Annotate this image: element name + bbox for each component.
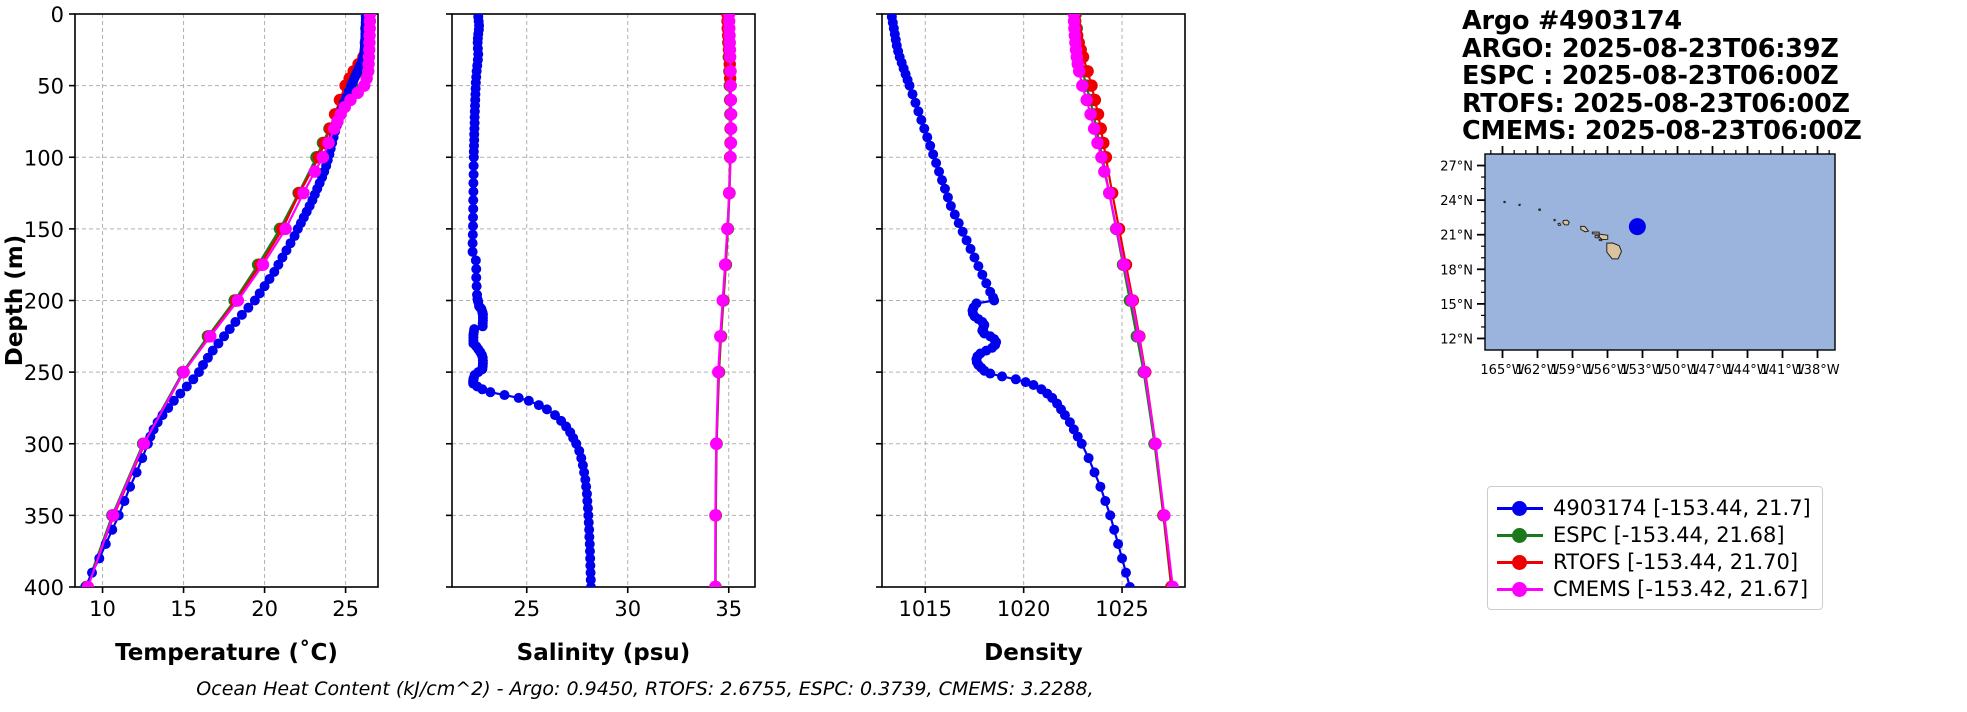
legend-label: RTOFS [-153.44, 21.70]: [1553, 549, 1799, 574]
legend-marker-icon: [1512, 527, 1527, 543]
y-tick-label: 200: [24, 290, 64, 314]
y-axis-label: Depth (m): [2, 235, 28, 367]
map-x-tick-label: 150°W: [1655, 363, 1699, 378]
map-y-tick-label: 18°N: [1440, 263, 1473, 278]
map-x-tick-label: 141°W: [1760, 363, 1804, 378]
island-niihau: [1557, 222, 1562, 227]
x-axis-label: Density: [984, 640, 1083, 666]
series-4903174: [467, 14, 596, 587]
map-y-tick-label: 12°N: [1440, 332, 1473, 347]
temperature-panel: 0 50 100 150 200 250 300 350 400 10 15 20 25 Temperat…: [0, 0, 430, 712]
island-molokai: [1591, 231, 1600, 235]
y-tick-label: 250: [24, 361, 64, 385]
legend-item: ESPC [-153.44, 21.68]: [1497, 521, 1811, 548]
legend-marker-icon: [1512, 554, 1527, 570]
temperature-chart: 0 50 100 150 200 250 300 350 400 10 15 20 25 Temperat…: [2, 3, 379, 666]
gridlines: [882, 14, 1185, 587]
legend-marker-icon: [1512, 581, 1527, 597]
x-axis-label: Salinity (psu): [517, 640, 691, 666]
island-kure: [1502, 200, 1507, 204]
legend-marker-icon: [1512, 500, 1527, 516]
legend-label: ESPC [-153.44, 21.68]: [1553, 522, 1785, 547]
map-y-tick-label: 15°N: [1440, 298, 1473, 313]
series-CMEMS: [81, 14, 377, 587]
y-tick-label: 350: [24, 504, 64, 528]
legend-swatch: [1497, 581, 1543, 597]
map-x-tick-label: 138°W: [1795, 363, 1839, 378]
map-frame: [1484, 153, 1836, 351]
island-nihoa: [1553, 218, 1556, 222]
y-tick-label: 100: [24, 146, 64, 170]
y-tick-label: 400: [24, 576, 64, 600]
map-x-tick-label: 144°W: [1725, 363, 1769, 378]
legend-label: CMEMS [-153.42, 21.67]: [1553, 576, 1809, 601]
island-lanai: [1594, 235, 1599, 239]
x-tick-label: 1015: [899, 597, 952, 621]
series-legend: 4903174 [-153.44, 21.7] ESPC [-153.44, 21…: [1487, 486, 1823, 610]
legend-item: CMEMS [-153.42, 21.67]: [1497, 575, 1811, 602]
x-tick-label: 25: [332, 597, 359, 621]
island-kahoolawe: [1598, 238, 1603, 242]
legend-item: 4903174 [-153.44, 21.7]: [1497, 494, 1811, 521]
legend-item: RTOFS [-153.44, 21.70]: [1497, 548, 1811, 575]
y-tick-label: 150: [24, 218, 64, 242]
map-x-tick-label: 153°W: [1620, 363, 1664, 378]
location-map-panel: 165°W 162°W 159°W 156°W 153°W 150°W 147°W 144°W…: [1430, 140, 1850, 470]
legend-swatch: [1497, 500, 1543, 516]
series-4903174: [886, 14, 1135, 587]
salinity-panel: 25 30 35 Salinity (psu): [430, 0, 860, 712]
series-CMEMS: [709, 14, 738, 587]
island-midway: [1518, 203, 1521, 207]
map-x-tick-label: 165°W: [1480, 363, 1524, 378]
island-french-frigate: [1538, 208, 1542, 212]
map-x-tick-label: 159°W: [1550, 363, 1594, 378]
x-axis-label: Temperature (˚C): [115, 639, 338, 666]
series-4903174: [80, 14, 371, 587]
ocean-background: [1485, 154, 1835, 350]
x-tick-label: 30: [614, 597, 641, 621]
y-tick-label: 50: [37, 75, 64, 99]
y-tick-label: 0: [51, 3, 64, 27]
density-panel: 1015 1020 1025 Density: [860, 0, 1290, 712]
island-hawaii-big-island: [1606, 242, 1623, 260]
island-maui: [1598, 233, 1609, 241]
gridlines: [75, 14, 378, 587]
ocean-heat-content-caption: Ocean Heat Content (kJ/cm^2) - Argo: 0.9…: [196, 678, 1094, 700]
map-x-tick-label: 162°W: [1515, 363, 1559, 378]
hawaii-location-map: 165°W162°W159°W156°W153°W150°W147°W144°W…: [1440, 146, 1840, 378]
map-x-tick-label: 147°W: [1690, 363, 1734, 378]
gridlines: [452, 14, 755, 587]
x-tick-label: 1020: [997, 597, 1050, 621]
map-y-tick-label: 24°N: [1440, 194, 1473, 209]
x-tick-label: 1025: [1095, 597, 1148, 621]
island-oahu: [1580, 225, 1590, 233]
legend-swatch: [1497, 527, 1543, 543]
x-tick-label: 20: [251, 597, 278, 621]
island-kauai: [1562, 219, 1570, 226]
map-y-tick-label: 27°N: [1440, 160, 1473, 175]
x-tick-label: 15: [170, 597, 197, 621]
y-tick-label: 300: [24, 433, 64, 457]
salinity-chart: 25 30 35 Salinity (psu): [446, 13, 756, 666]
density-chart: 1015 1020 1025 Density: [876, 13, 1186, 666]
legend-label: 4903174 [-153.44, 21.7]: [1553, 495, 1811, 520]
argo-float-marker[interactable]: [1628, 218, 1646, 236]
series-CMEMS: [1067, 14, 1179, 587]
map-x-tick-label: 156°W: [1585, 363, 1629, 378]
x-tick-label: 25: [513, 597, 540, 621]
legend-swatch: [1497, 554, 1543, 570]
header-timestamps: Argo #4903174 ARGO: 2025-08-23T06:39Z ES…: [1462, 6, 1862, 146]
map-y-tick-label: 21°N: [1440, 229, 1473, 244]
x-tick-label: 10: [89, 597, 116, 621]
x-tick-label: 35: [715, 597, 742, 621]
hawaiian-islands: [1502, 200, 1623, 260]
